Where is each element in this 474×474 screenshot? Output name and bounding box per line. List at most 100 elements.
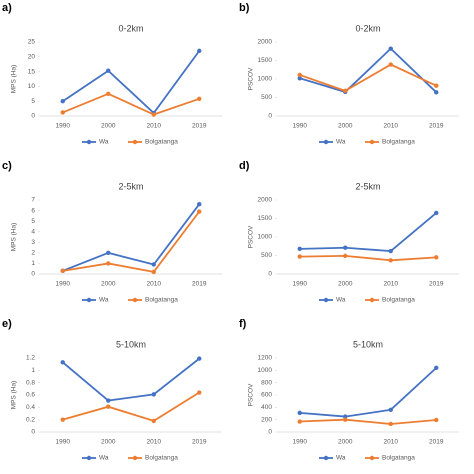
y-tick-label: 0 (268, 271, 272, 278)
point (197, 96, 202, 102)
y-tick-label: 10 (28, 83, 36, 90)
legend-marker (86, 139, 92, 145)
y-tick-label: 1.2 (26, 355, 35, 362)
chart-title: 0-2km (118, 23, 143, 33)
point (388, 258, 393, 263)
y-tick-label: 500 (261, 252, 272, 259)
legend-marker (86, 297, 92, 303)
panel-label: f) (239, 318, 247, 330)
point (434, 210, 439, 216)
point (197, 356, 202, 361)
x-tick-label: 1990 (293, 439, 308, 446)
legend-marker (369, 455, 375, 461)
x-tick-label: 2019 (429, 281, 444, 288)
x-tick-label: 2000 (338, 123, 353, 130)
point (60, 268, 65, 274)
x-tick-label: 2019 (429, 123, 444, 130)
point (388, 46, 393, 51)
y-tick-label: 400 (261, 404, 272, 411)
x-tick-label: 2010 (384, 439, 399, 446)
x-tick-label: 2010 (147, 439, 162, 446)
legend-marker (323, 139, 329, 145)
point (297, 246, 302, 252)
point (434, 83, 439, 88)
y-tick-label: 500 (261, 94, 272, 101)
point (343, 253, 348, 259)
x-tick-label: 1990 (293, 123, 308, 130)
point (151, 418, 156, 424)
point (343, 414, 348, 419)
point (106, 91, 111, 97)
y-tick-label: 1200 (258, 355, 273, 362)
legend-label: Bolgatanga (382, 455, 415, 462)
x-tick-label: 1990 (56, 439, 71, 446)
x-tick-label: 2010 (147, 281, 162, 288)
point (106, 68, 111, 73)
x-tick-label: 2000 (338, 439, 353, 446)
legend-label: Wa (99, 139, 109, 146)
point (343, 417, 348, 422)
series-line (299, 254, 437, 262)
panel-label: a) (2, 2, 12, 14)
y-tick-label: 1000 (258, 367, 273, 374)
y-tick-label: 25 (28, 39, 36, 46)
y-tick-label: 15 (28, 68, 36, 75)
y-axis-label: MPS (Ha) (11, 381, 18, 410)
series-line (299, 418, 437, 425)
chart-title: 5-10km (353, 339, 383, 349)
y-axis-label: PSCOV (248, 383, 255, 406)
y-tick-label: 0 (31, 271, 35, 278)
x-tick-label: 2000 (101, 281, 116, 288)
point (388, 407, 393, 412)
x-tick-label: 2019 (192, 123, 207, 130)
x-tick-label: 2010 (147, 123, 162, 130)
point (151, 392, 156, 397)
y-tick-label: 5 (31, 218, 35, 225)
point (297, 419, 302, 424)
legend-label: Wa (99, 297, 109, 304)
y-tick-label: 200 (261, 416, 272, 423)
point (106, 404, 111, 409)
y-tick-label: 3 (31, 239, 35, 246)
y-axis-label: PSCOV (248, 225, 255, 248)
point (60, 417, 65, 422)
point (388, 248, 393, 254)
y-tick-label: 0.4 (26, 404, 35, 411)
panel-label: c) (2, 160, 12, 172)
point (60, 110, 65, 115)
series-line (62, 92, 200, 116)
y-tick-label: 0 (268, 113, 272, 120)
point (388, 421, 393, 427)
y-tick-label: 1 (31, 260, 35, 267)
legend-marker (369, 297, 375, 303)
series-line (62, 203, 200, 272)
x-tick-label: 2019 (192, 439, 207, 446)
point (151, 269, 156, 275)
legend-marker (132, 455, 138, 461)
point (106, 261, 111, 266)
y-tick-label: 0 (268, 429, 272, 436)
y-tick-label: 0.2 (26, 416, 35, 423)
legend-label: Wa (336, 139, 346, 146)
y-tick-label: 1000 (258, 234, 273, 241)
point (106, 398, 111, 403)
point (434, 90, 439, 95)
y-tick-label: 4 (31, 228, 35, 235)
series-line (299, 63, 437, 92)
point (197, 209, 202, 214)
chart-title: 2-5km (118, 181, 143, 191)
legend-label: Bolgatanga (382, 139, 415, 146)
legend-marker (132, 297, 138, 303)
point (197, 390, 202, 395)
y-tick-label: 2000 (258, 39, 273, 46)
legend-marker (132, 139, 138, 145)
y-tick-label: 2 (31, 250, 35, 257)
x-tick-label: 2000 (101, 439, 116, 446)
point (197, 48, 202, 54)
y-tick-label: 0 (31, 429, 35, 436)
y-tick-label: 5 (31, 98, 35, 105)
legend-label: Bolgatanga (145, 297, 178, 304)
series-line (299, 367, 437, 418)
y-tick-label: 1000 (258, 76, 273, 83)
